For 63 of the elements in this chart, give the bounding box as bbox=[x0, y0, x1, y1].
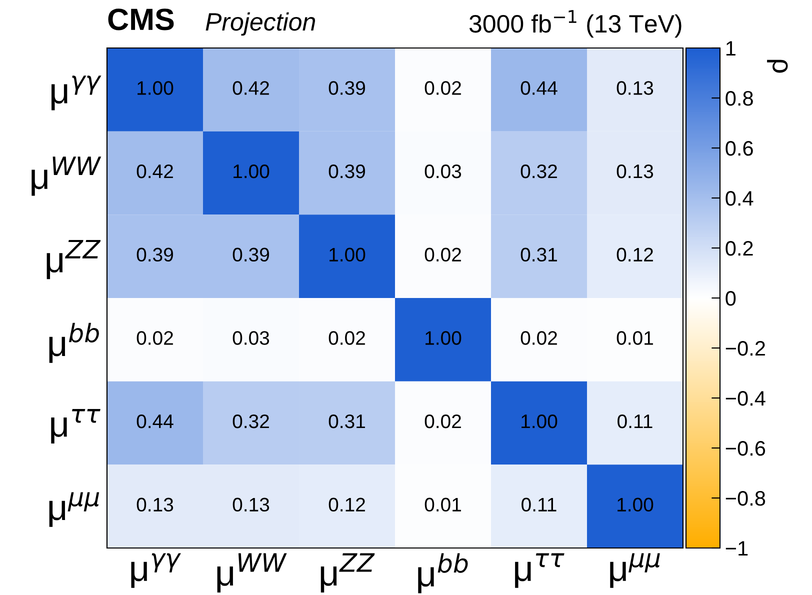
x-tick-label: μ$^{WW}$ bbox=[217, 553, 287, 592]
data-label: 0.13 bbox=[232, 498, 270, 512]
data-label: 0.13 bbox=[616, 164, 654, 178]
color-bar-label: 0.4 bbox=[726, 191, 754, 206]
color-bar-label: −0.8 bbox=[726, 491, 766, 506]
data-label: 0.44 bbox=[520, 81, 558, 95]
data-label: 0.39 bbox=[136, 248, 173, 262]
color-bar-label: 1 bbox=[726, 41, 736, 56]
data-label: 1.00 bbox=[138, 81, 174, 95]
chart-subtitle: Projection bbox=[206, 12, 316, 36]
data-label: 0.02 bbox=[424, 414, 461, 428]
data-label: 1.00 bbox=[330, 248, 366, 262]
data-label: 0.42 bbox=[232, 81, 269, 95]
data-label: 0.12 bbox=[328, 498, 365, 512]
y-tick-label: μ$^{WW}$ bbox=[32, 156, 102, 196]
color-bar-title: ρ bbox=[767, 60, 788, 73]
data-label: 0.31 bbox=[520, 248, 557, 262]
y-tick-label: μ$^{μμ}$ bbox=[49, 492, 100, 527]
color-bar-label: −1 bbox=[726, 541, 748, 556]
x-tick-label: μ$^{μμ}$ bbox=[610, 553, 660, 588]
data-label: 0.01 bbox=[616, 331, 653, 345]
data-label: 0.11 bbox=[618, 414, 652, 428]
data-label: 0.02 bbox=[424, 81, 461, 95]
data-label: 0.13 bbox=[136, 498, 174, 512]
data-label: 0.03 bbox=[424, 164, 462, 178]
data-label: 1.00 bbox=[522, 414, 558, 428]
x-tick-label: μ$^{ττ}$ bbox=[515, 553, 564, 588]
data-label: 0.39 bbox=[328, 164, 365, 178]
y-tick-label: μ$^{γγ}$ bbox=[52, 76, 102, 110]
color-bar-label: 0.6 bbox=[726, 141, 753, 156]
data-label: 0.32 bbox=[232, 414, 269, 428]
text: 3000 fb$^{−1}$ (13 TeV) bbox=[469, 10, 682, 38]
color-bar-label: 0 bbox=[726, 291, 736, 306]
data-label: 0.13 bbox=[616, 81, 654, 95]
data-label: 0.02 bbox=[424, 248, 461, 262]
data-label: 0.11 bbox=[522, 498, 556, 512]
data-label: 0.02 bbox=[136, 331, 173, 345]
data-label: 0.01 bbox=[424, 498, 461, 512]
data-label: 1.00 bbox=[234, 164, 270, 178]
data-label: 0.12 bbox=[616, 248, 653, 262]
color-bar-label: −0.6 bbox=[726, 441, 766, 456]
y-tick-label: μ$^{ττ}$ bbox=[51, 408, 100, 444]
color-bar-label: 0.8 bbox=[726, 91, 753, 106]
color-bar-label: −0.4 bbox=[726, 391, 766, 406]
data-label: 1.00 bbox=[618, 498, 654, 512]
data-label: 0.42 bbox=[136, 164, 173, 178]
data-label: 0.02 bbox=[520, 331, 557, 345]
y-tick-label: μ$^{bb}$ bbox=[49, 322, 99, 363]
x-tick-label: μ$^{ZZ}$ bbox=[320, 553, 375, 592]
data-label: 0.03 bbox=[232, 331, 270, 345]
color-bar-label: −0.2 bbox=[726, 341, 765, 356]
data-label: 0.32 bbox=[520, 164, 557, 178]
data-label: 0.31 bbox=[328, 414, 365, 428]
data-label: 0.39 bbox=[328, 81, 365, 95]
color-bar-label: 0.2 bbox=[726, 241, 753, 256]
x-tick-label: μ$^{bb}$ bbox=[418, 553, 468, 594]
x-tick-label: μ$^{γγ}$ bbox=[131, 553, 181, 588]
data-label: 0.02 bbox=[328, 331, 365, 345]
chart-title: CMS bbox=[108, 8, 174, 30]
data-label: 0.39 bbox=[232, 248, 269, 262]
y-tick-label: μ$^{ZZ}$ bbox=[46, 240, 101, 280]
data-label: 0.44 bbox=[136, 414, 174, 428]
data-label: 1.00 bbox=[426, 331, 462, 345]
